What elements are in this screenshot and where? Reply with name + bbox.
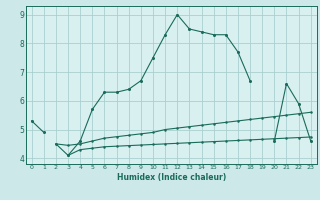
X-axis label: Humidex (Indice chaleur): Humidex (Indice chaleur): [116, 173, 226, 182]
